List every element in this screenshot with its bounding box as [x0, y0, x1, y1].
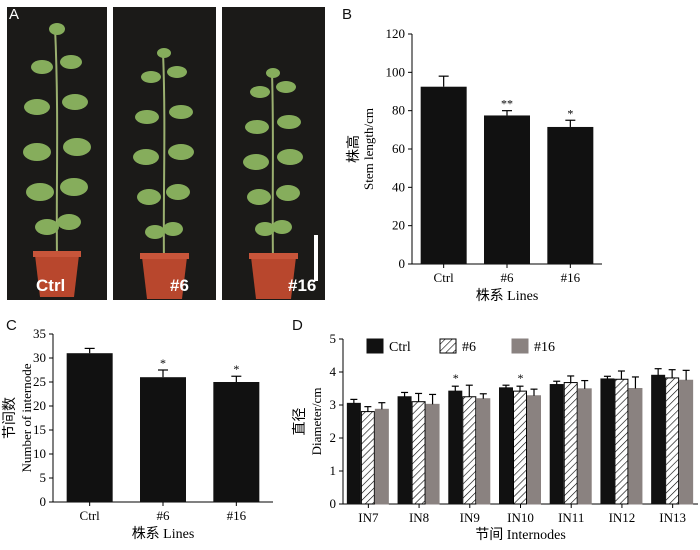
plant-photo-6: #6: [113, 7, 216, 300]
chart-b-significance-mark: **: [501, 97, 513, 111]
panel-letter-d: D: [292, 317, 303, 334]
chart-d-bar-line6: [360, 411, 375, 505]
chart-c-y-axis-title: Number of internode: [19, 363, 34, 472]
internode-number-chart: 0 5 10 15 20 25 30 35 Ctrl * #6 * #16 株系 Lines Number …: [2, 326, 273, 542]
chart-d-bar-ctrl: [600, 378, 615, 505]
chart-c-bar: [140, 377, 186, 502]
chart-b-y-tick-label: 0: [399, 256, 406, 271]
scale-bar: [314, 235, 318, 281]
chart-c-bar: [66, 353, 113, 502]
photo-label-6: #6: [170, 276, 189, 295]
plant-illustration-6: [133, 48, 194, 299]
plant-photo-16: #16: [222, 7, 325, 300]
chart-d-y-tick-label: 1: [330, 463, 337, 478]
chart-d-category-label: IN10: [507, 510, 534, 525]
chart-d-bar-ctrl: [549, 384, 564, 505]
chart-d-category-label: IN13: [659, 510, 686, 525]
plant-illustration-ctrl: [23, 23, 91, 297]
chart-b-significance-mark: *: [567, 106, 573, 120]
chart-d-legend-label: #16: [534, 340, 555, 355]
chart-c-significance-mark: *: [160, 356, 166, 370]
chart-d-category-label: IN8: [409, 510, 429, 525]
chart-c-y-tick-label: 20: [33, 398, 46, 413]
chart-d-legend-swatch: [439, 338, 457, 354]
chart-d-x-axis-title: 节间 Internodes: [475, 527, 566, 543]
chart-c-y-tick-label: 5: [40, 470, 47, 485]
chart-c-y-axis-title-cn: 节间数: [2, 397, 18, 439]
chart-d-category-label: IN7: [358, 510, 379, 525]
chart-d-bar-line16: [628, 388, 643, 505]
chart-d-y-tick-label: 2: [330, 430, 337, 445]
chart-b-x-axis-title: 株系 Lines: [476, 288, 539, 304]
chart-d-bar-line16: [527, 395, 541, 505]
chart-d-y-tick-label: 5: [330, 331, 337, 346]
chart-d-significance-mark: *: [453, 371, 459, 385]
chart-d-bar-ctrl: [397, 396, 412, 505]
chart-c-y-tick-label: 0: [40, 494, 47, 509]
chart-d-bar-line6: [614, 378, 629, 505]
chart-d-y-tick-label: 3: [330, 397, 337, 412]
chart-b-y-tick-label: 100: [386, 64, 406, 79]
chart-b-y-tick-label: 120: [386, 26, 406, 41]
chart-d-y-tick-label: 4: [330, 364, 337, 379]
chart-d-category-label: IN11: [558, 510, 584, 525]
chart-d-legend-swatch: [511, 338, 529, 354]
chart-d-bar-ctrl: [499, 387, 513, 505]
chart-d-category-label: IN9: [460, 510, 480, 525]
chart-d-bar-line6: [665, 377, 680, 505]
chart-d-bar-ctrl: [346, 402, 361, 505]
chart-c-y-tick-label: 15: [33, 422, 46, 437]
chart-b-y-axis-title: Stem length/cm: [361, 108, 376, 190]
chart-d-category-label: IN12: [609, 510, 636, 525]
panel-letter-c: C: [6, 317, 17, 334]
chart-d-bar-line16: [374, 408, 389, 505]
photo-label-16: #16: [288, 276, 317, 295]
chart-b-y-tick-label: 20: [392, 218, 405, 233]
chart-c-y-tick-label: 25: [33, 374, 46, 389]
chart-d-y-axis-title-cn: 直径: [291, 408, 308, 436]
chart-d-legend-label: Ctrl: [389, 340, 411, 355]
chart-b-bar: [420, 86, 467, 264]
chart-c-category-label: #16: [227, 508, 247, 523]
chart-c-category-label: #6: [157, 508, 171, 523]
chart-b-bar: [484, 115, 530, 264]
chart-c-significance-mark: *: [233, 362, 239, 376]
chart-d-bar-line16: [476, 398, 491, 505]
panel-letter-b: B: [342, 6, 353, 23]
photo-label-ctrl: Ctrl: [36, 276, 66, 295]
chart-c-category-label: Ctrl: [80, 508, 101, 523]
chart-d-y-tick-label: 0: [330, 496, 337, 511]
chart-d-bar-ctrl: [651, 374, 666, 505]
plant-illustration-16: [243, 68, 318, 299]
chart-d-y-axis-title: Diameter/cm: [309, 388, 324, 456]
chart-b-bar: [547, 126, 594, 264]
panel-letter-a: A: [9, 6, 20, 23]
chart-d-bar-line16: [679, 379, 694, 505]
chart-d-bar-ctrl: [448, 390, 463, 505]
plant-photo-ctrl: Ctrl: [7, 7, 107, 300]
chart-b-y-axis-title-cn: 株高: [345, 135, 362, 163]
chart-c-y-tick-label: 30: [33, 350, 46, 365]
chart-d-significance-mark: *: [518, 371, 524, 385]
stem-length-chart: 0 20 40 60 80 100 120 Ctrl ** #6 * #16 株系 Lines Stem …: [345, 26, 602, 304]
chart-d-bar-line16: [425, 403, 440, 505]
chart-d-bar-line6: [513, 390, 527, 505]
diameter-chart: 0 1 2 3 4 5 IN7 IN8 * IN9 * IN10 IN11 IN12 IN13 节间 Inte…: [291, 331, 698, 543]
chart-c-bar: [213, 382, 260, 502]
chart-b-y-tick-label: 40: [392, 179, 405, 194]
chart-b-category-label: #6: [501, 270, 515, 285]
chart-d-legend-label: #6: [462, 340, 476, 355]
chart-d-bar-line6: [411, 401, 426, 505]
chart-d-bar-line16: [577, 388, 592, 505]
chart-d-bar-line6: [563, 382, 578, 505]
chart-c-x-axis-title: 株系 Lines: [132, 526, 195, 542]
chart-c-y-tick-label: 10: [33, 446, 46, 461]
chart-b-y-tick-label: 60: [392, 141, 405, 156]
chart-b-category-label: Ctrl: [434, 270, 455, 285]
chart-b-y-tick-label: 80: [392, 103, 405, 118]
chart-b-category-label: #16: [561, 270, 581, 285]
chart-d-legend-swatch: [366, 338, 384, 354]
chart-c-y-tick-label: 35: [33, 326, 46, 341]
chart-d-bar-line6: [462, 396, 477, 505]
